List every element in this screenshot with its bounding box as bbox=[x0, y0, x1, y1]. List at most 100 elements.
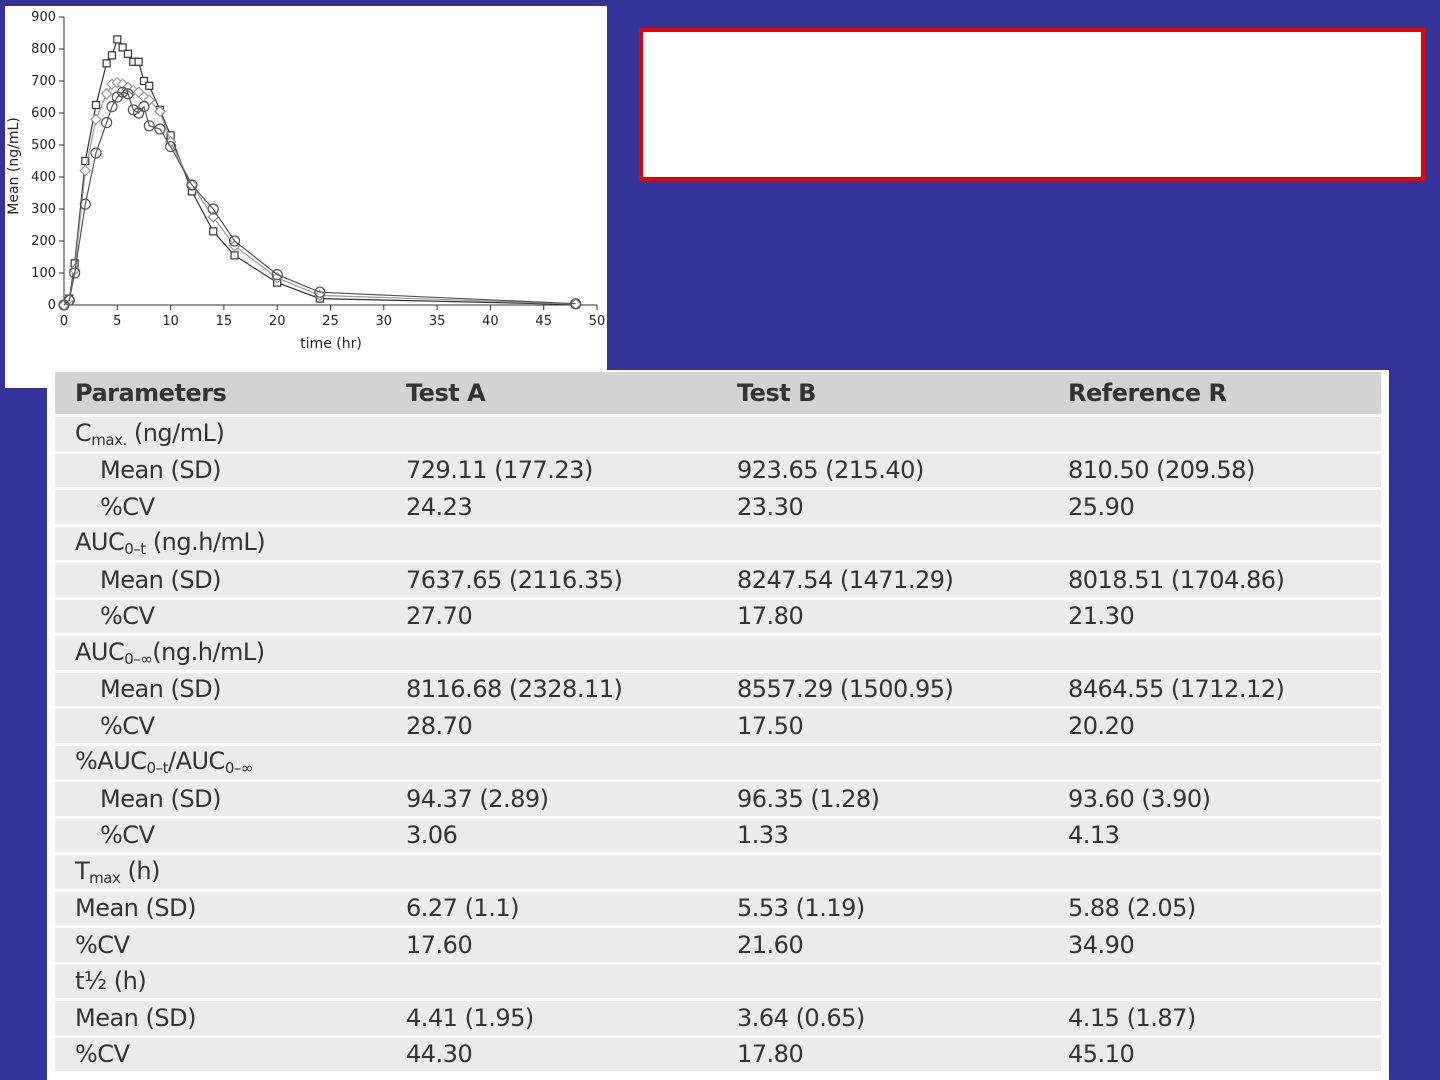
cell-test-a: 94.37 (2.89) bbox=[386, 782, 717, 819]
section-label-tmax: Tmax (h) bbox=[55, 855, 1381, 892]
y-tick-label: 0 bbox=[48, 298, 56, 313]
data-point-diamond bbox=[207, 211, 220, 223]
data-point-square bbox=[230, 251, 239, 260]
cell-test-a: 24.23 bbox=[386, 490, 717, 527]
x-tick-label: 0 bbox=[60, 314, 68, 329]
row-label: %CV bbox=[55, 1038, 386, 1074]
data-point-circle bbox=[138, 100, 150, 113]
y-tick-label: 300 bbox=[31, 202, 56, 217]
row-label: Mean (SD) bbox=[55, 892, 386, 928]
table-header-row: Parameters Test A Test B Reference R bbox=[55, 372, 1381, 417]
data-point-square bbox=[134, 57, 143, 66]
table-row: %CV 27.70 17.80 21.30 bbox=[55, 599, 1381, 636]
cell-reference-r: 5.88 (2.05) bbox=[1048, 892, 1381, 928]
data-point-square bbox=[102, 59, 111, 68]
data-point-square bbox=[118, 43, 127, 52]
cell-test-a: 4.41 (1.95) bbox=[386, 1001, 717, 1038]
table-row: %CV 28.70 17.50 20.20 bbox=[55, 709, 1381, 746]
y-tick-label: 600 bbox=[31, 106, 56, 121]
row-label: Mean (SD) bbox=[55, 563, 386, 600]
data-point-circle bbox=[271, 269, 283, 281]
cell-test-b: 923.65 (215.40) bbox=[717, 454, 1048, 490]
data-point-circle bbox=[106, 100, 118, 113]
data-point-square bbox=[91, 100, 101, 110]
data-point-circle bbox=[117, 86, 129, 98]
data-point-square bbox=[145, 81, 154, 90]
table-row: Mean (SD) 4.41 (1.95) 3.64 (0.65) 4.15 (… bbox=[55, 1001, 1381, 1038]
cell-reference-r: 8464.55 (1712.12) bbox=[1048, 673, 1381, 709]
series-line-diamond bbox=[63, 81, 576, 306]
x-tick-label: 25 bbox=[322, 314, 339, 329]
y-tick-label: 500 bbox=[31, 138, 56, 153]
data-point-square bbox=[81, 156, 90, 166]
y-tick-label: 700 bbox=[31, 74, 56, 89]
data-point-square bbox=[123, 49, 133, 58]
x-tick-label: 5 bbox=[113, 314, 121, 329]
header-parameters: Parameters bbox=[55, 372, 386, 417]
x-tick-label: 35 bbox=[429, 314, 446, 329]
concentration-time-chart: 0 5 10 15 20 25 30 35 40 45 5001002003004005006007… bbox=[6, 10, 605, 352]
cell-reference-r: 8018.51 (1704.86) bbox=[1048, 563, 1381, 600]
data-point-circle bbox=[143, 120, 155, 132]
table-row: %CV 3.06 1.33 4.13 bbox=[55, 818, 1381, 855]
data-point-square bbox=[139, 76, 149, 86]
cell-test-b: 17.80 bbox=[717, 1038, 1048, 1074]
data-point-circle bbox=[165, 141, 177, 153]
cell-test-b: 8557.29 (1500.95) bbox=[717, 673, 1048, 709]
data-point-square bbox=[107, 51, 117, 60]
section-row-auc-0-inf: AUC0–∞(ng.h/mL) bbox=[55, 636, 1381, 673]
cell-test-b: 96.35 (1.28) bbox=[717, 782, 1048, 819]
row-label: %CV bbox=[55, 600, 386, 636]
pk-parameters-table: Parameters Test A Test B Reference R Cma… bbox=[55, 372, 1381, 1074]
section-label-auc-0-inf: AUC0–∞(ng.h/mL) bbox=[55, 636, 1381, 673]
section-label-auc-ratio: %AUC0–t/AUC0–∞ bbox=[55, 746, 1381, 782]
section-label-thalf: t½ (h) bbox=[55, 965, 1381, 1001]
cell-test-b: 17.80 bbox=[717, 600, 1048, 636]
title-box bbox=[639, 28, 1425, 181]
table-row: Mean (SD) 7637.65 (2116.35) 8247.54 (147… bbox=[55, 563, 1381, 600]
x-tick-label: 30 bbox=[376, 314, 393, 329]
chart-panel: 0 5 10 15 20 25 30 35 40 45 50 0 100 200 300 400 500 600 7… bbox=[5, 6, 607, 388]
cell-reference-r: 4.13 bbox=[1048, 819, 1381, 855]
series-line-circle bbox=[63, 91, 576, 306]
cell-test-b: 3.64 (0.65) bbox=[717, 1001, 1048, 1038]
cell-test-a: 729.11 (177.23) bbox=[386, 454, 717, 490]
y-tick-label: 800 bbox=[31, 42, 56, 57]
table-row: %CV 24.23 23.30 25.90 bbox=[55, 490, 1381, 527]
section-row-thalf: t½ (h) bbox=[55, 964, 1381, 1001]
row-label: Mean (SD) bbox=[55, 454, 386, 490]
data-point-circle bbox=[228, 235, 241, 247]
cell-test-a: 17.60 bbox=[386, 928, 717, 965]
header-test-a: Test A bbox=[386, 372, 717, 417]
cell-reference-r: 45.10 bbox=[1048, 1038, 1381, 1074]
y-tick-label: 400 bbox=[31, 170, 56, 185]
data-point-circle bbox=[122, 88, 134, 100]
data-point-circle bbox=[570, 298, 582, 310]
y-axis-title: Mean (ng/mL) bbox=[6, 117, 22, 214]
cell-reference-r: 21.30 bbox=[1048, 600, 1381, 636]
section-label-cmax: Cmax. (ng/mL) bbox=[55, 417, 1381, 454]
data-point-circle bbox=[63, 294, 75, 306]
table-row: Mean (SD) 8116.68 (2328.11) 8557.29 (150… bbox=[55, 672, 1381, 709]
cell-reference-r: 93.60 (3.90) bbox=[1048, 782, 1381, 819]
pk-parameters-table-panel: Parameters Test A Test B Reference R Cma… bbox=[47, 370, 1389, 1080]
table-row: %CV 17.60 21.60 34.90 bbox=[55, 928, 1381, 965]
x-tick-label: 45 bbox=[535, 314, 552, 329]
data-point-square bbox=[113, 35, 122, 44]
section-row-tmax: Tmax (h) bbox=[55, 855, 1381, 892]
cell-test-a: 28.70 bbox=[386, 709, 717, 746]
row-label: Mean (SD) bbox=[55, 1001, 386, 1038]
section-row-auc-ratio: %AUC0–t/AUC0–∞ bbox=[55, 745, 1381, 782]
data-point-circle bbox=[127, 104, 139, 116]
cell-test-b: 5.53 (1.19) bbox=[717, 892, 1048, 928]
cell-test-a: 8116.68 (2328.11) bbox=[386, 673, 717, 709]
data-point-circle bbox=[314, 286, 326, 298]
data-point-diamond bbox=[154, 105, 166, 118]
section-label-auc-0-t: AUC0–t (ng.h/mL) bbox=[55, 527, 1381, 563]
table-row: Mean (SD) 729.11 (177.23) 923.65 (215.40… bbox=[55, 453, 1381, 490]
data-point-diamond bbox=[79, 164, 92, 177]
cell-test-a: 3.06 bbox=[386, 819, 717, 855]
row-label: Mean (SD) bbox=[55, 673, 386, 709]
cell-reference-r: 20.20 bbox=[1048, 709, 1381, 746]
data-point-circle bbox=[154, 123, 166, 135]
